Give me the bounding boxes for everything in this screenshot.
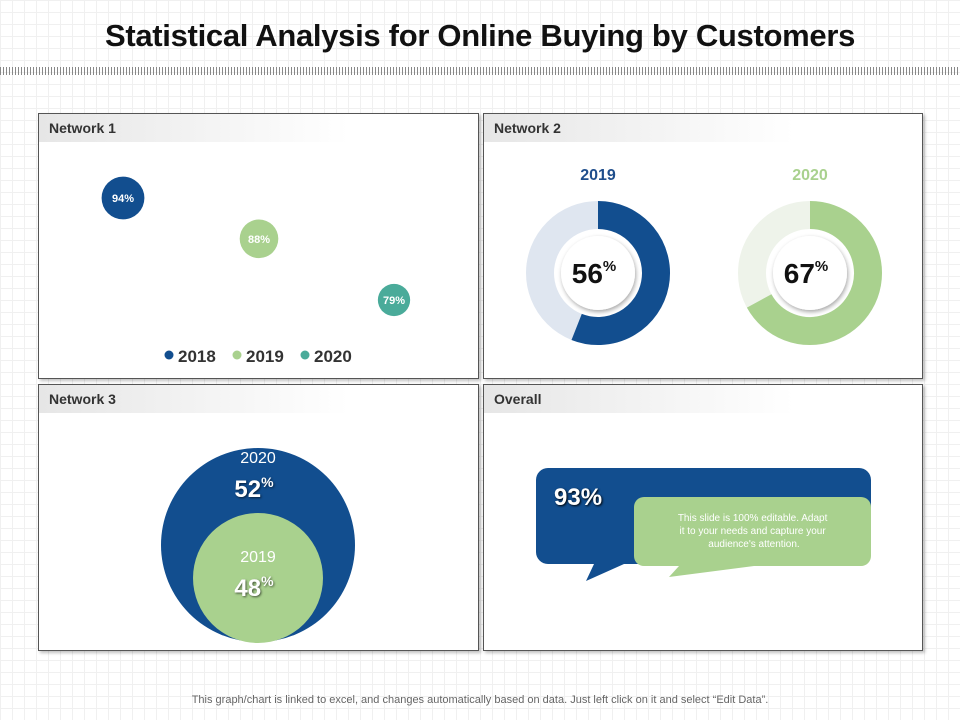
circle-year: 2019 [240,549,276,566]
bubble-label: 94% [112,193,134,205]
note-line: it to your needs and capture your [680,526,827,537]
panel-title: Network 3 [39,385,349,413]
circle-year: 2020 [240,450,276,467]
circle-2019 [193,513,323,643]
circle-value: 48% [234,573,274,602]
legend-marker-2020 [300,350,310,360]
callout-graphic: 93% This slide is 100% editable. Adapt i… [536,468,871,581]
panel-network-1: Network 1 94% 88% 79% 2018 2019 2020 [38,113,479,379]
bubble-label: 88% [248,234,270,246]
legend-marker-2019 [232,350,242,360]
circle-value: 52% [234,474,274,503]
donut-arc [571,201,670,345]
divider [0,67,960,75]
page-title: Statistical Analysis for Online Buying b… [104,18,856,53]
bubble-2018 [101,176,145,220]
footer-note: This graph/chart is linked to excel, and… [191,694,769,706]
legend-label: 2020 [314,347,352,366]
svg-text:This slide is 100% editable. A: This slide is 100% editable. Adapt it to… [678,513,830,550]
overall-value: 93% [554,484,602,511]
legend-label: 2018 [178,347,216,366]
note-line: audience's attention. [708,539,799,550]
panel-overall: Overall 93% This slide is 100% editable.… [483,384,923,651]
nested-circle-chart: 2020 52% 2019 48% [161,448,355,643]
donut-year: 2019 [580,167,616,184]
donut-year: 2020 [792,167,828,184]
donut-arc [746,201,882,345]
donut-value: 56% [572,258,617,289]
legend-marker-2018 [164,350,174,360]
donut-center [773,236,847,310]
panel-network-3: Network 3 2020 52% 2019 48% [38,384,479,651]
green-callout [634,497,871,577]
panel-title: Network 2 [484,114,794,142]
donut-charts: 2019 56% 2020 67% [526,167,882,345]
panel-network-2: Network 2 2019 56% 2020 67% [483,113,923,379]
donut-center [561,236,635,310]
panel-title: Network 1 [39,114,349,142]
bubble-2020 [377,283,411,317]
panel-title: Overall [484,385,794,413]
bubble-2019 [239,219,279,259]
note-line: This slide is 100% editable. Adapt [678,513,828,524]
donut-value: 67% [784,258,829,289]
bubble-chart: 94% 88% 79% 2018 2019 2020 [101,176,411,366]
legend-label: 2019 [246,347,284,366]
bubble-label: 79% [383,295,405,307]
